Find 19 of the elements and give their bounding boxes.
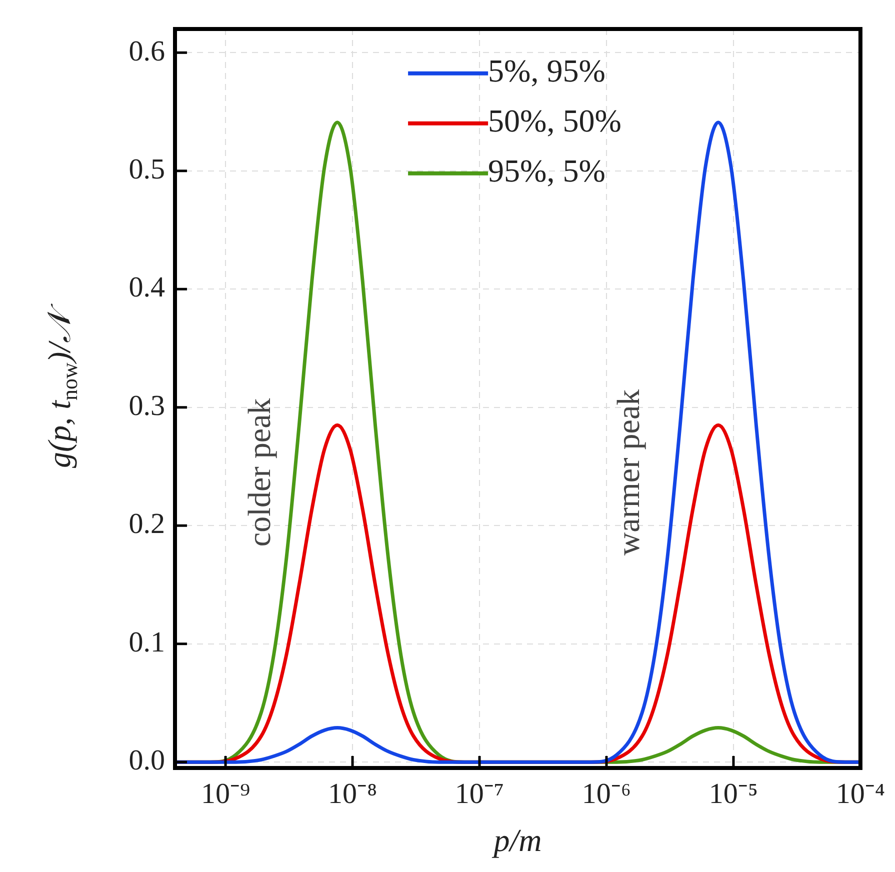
legend-label: 50%, 50% [488,102,622,139]
y-tick-label: 0.2 [128,508,165,540]
y-tick-label: 0.1 [128,626,165,658]
y-tick-label: 0.3 [128,390,165,422]
annotation: colder peak [240,398,277,547]
x-tick-label: 10⁻⁹ [200,778,250,810]
legend-label: 5%, 95% [488,52,606,89]
x-tick-label: 10⁻⁷ [454,778,504,810]
x-tick-label: 10⁻⁶ [582,778,632,810]
y-tick-label: 0.4 [128,272,166,304]
x-axis-title: p/m [492,822,542,858]
legend-label: 95%, 5% [488,152,606,189]
annotation: warmer peak [610,389,646,556]
x-tick-label: 10⁻⁴ [836,778,886,810]
y-tick-label: 0.5 [128,153,165,186]
x-tick-label: 10⁻⁸ [328,778,378,810]
y-tick-label: 0.0 [128,744,165,777]
x-tick-label: 10⁻⁵ [708,778,758,810]
y-tick-label: 0.6 [128,35,165,68]
